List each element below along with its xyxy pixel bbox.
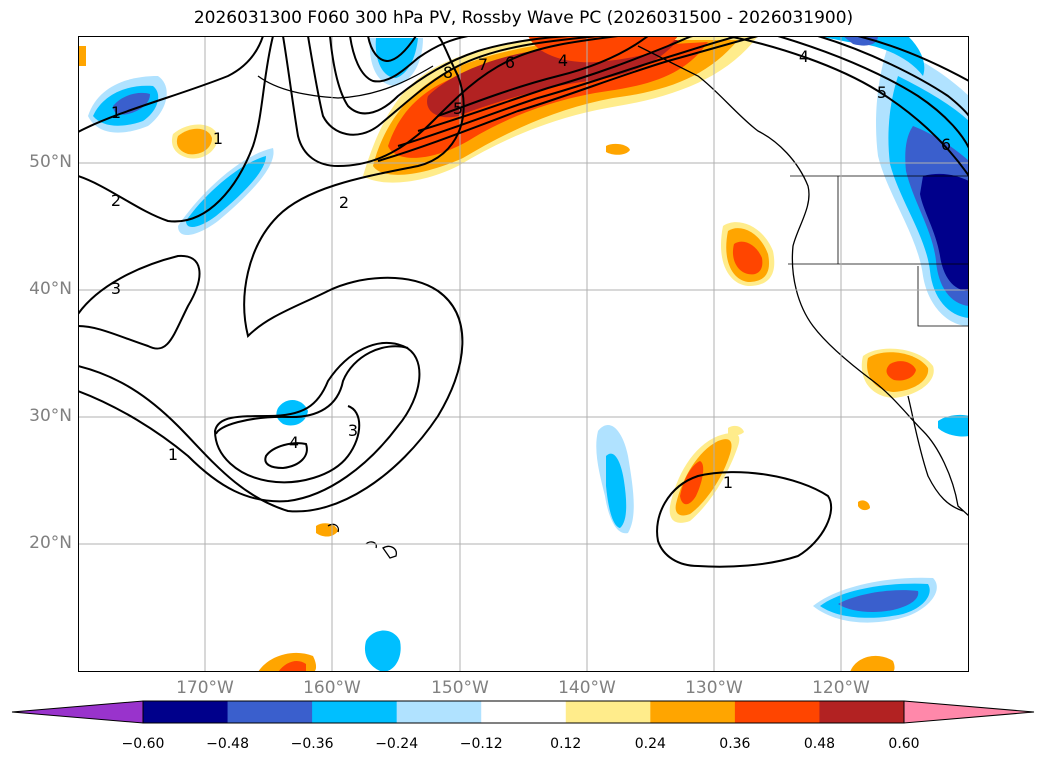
colorbar-segment — [650, 701, 736, 723]
colorbar-segment — [734, 701, 820, 723]
colorbar-segment — [312, 701, 398, 723]
contour-label: 2 — [111, 191, 121, 210]
state-borders — [788, 175, 969, 327]
contour-label: 6 — [505, 53, 515, 72]
contour-label: 4 — [799, 47, 809, 66]
lat-label-30n: 30°N — [29, 406, 72, 426]
contour-label: 1 — [111, 103, 121, 122]
lat-label-40n: 40°N — [29, 279, 72, 299]
contour-label: 1 — [168, 445, 178, 464]
colorbar-tick-label: 0.12 — [550, 736, 582, 752]
colorbar-tick-label: −0.48 — [206, 736, 249, 752]
graticule — [78, 36, 969, 672]
lat-label-20n: 20°N — [29, 533, 72, 553]
colorbar-tick-label: 0.48 — [803, 736, 836, 752]
colorbar-tick-label: −0.12 — [459, 736, 503, 752]
colorbar-tick-label: 0.36 — [719, 736, 751, 752]
contour-label: 4 — [289, 433, 299, 452]
contour-label: 7 — [478, 55, 488, 74]
colorbar-segment — [565, 701, 651, 723]
lon-label-160w: 160°W — [303, 678, 361, 698]
colorbar-segment — [143, 701, 229, 723]
contour-label: 2 — [339, 193, 349, 212]
colorbar-tick-label: −0.36 — [290, 736, 334, 752]
contour-label: 5 — [453, 99, 463, 118]
contour-label: 3 — [111, 279, 121, 298]
coastline — [257, 45, 969, 559]
lon-label-120w: 120°W — [812, 678, 870, 698]
lat-label-50n: 50°N — [29, 152, 72, 172]
contour-label: 3 — [348, 421, 358, 440]
contour-label: 1 — [213, 129, 223, 148]
colorbar-tick-label: −0.60 — [121, 736, 165, 752]
map-panel: 1 1 2 2 3 3 4 4 5 5 6 6 7 8 1 4 1 — [78, 36, 969, 672]
colorbar-segment — [481, 701, 567, 723]
colorbar-extend-high — [904, 701, 1034, 723]
colorbar-tick-label: −0.24 — [375, 736, 419, 752]
colorbar-extend-low — [12, 701, 143, 723]
contour-label: 5 — [877, 83, 887, 102]
lon-label-150w: 150°W — [431, 678, 489, 698]
lon-label-130w: 130°W — [685, 678, 743, 698]
lon-label-170w: 170°W — [176, 678, 234, 698]
lon-label-140w: 140°W — [558, 678, 616, 698]
contour-label: 8 — [443, 63, 453, 82]
colorbar-tick-label: 0.24 — [634, 736, 666, 752]
colorbar-tick-label: 0.60 — [888, 736, 920, 752]
map-title: 2026031300 F060 300 hPa PV, Rossby Wave … — [193, 8, 854, 28]
colorbar — [11, 700, 1035, 724]
contour-label: 6 — [941, 135, 951, 154]
colorbar-segment — [396, 701, 482, 723]
contour-label: 4 — [558, 51, 568, 70]
contour-label-group: 1 1 2 2 3 3 4 4 5 5 6 6 7 8 1 4 1 — [111, 47, 951, 492]
colorbar-segment — [227, 701, 313, 723]
colorbar-segment — [819, 701, 905, 723]
pv-contours — [78, 36, 969, 568]
contour-label: 1 — [723, 473, 733, 492]
